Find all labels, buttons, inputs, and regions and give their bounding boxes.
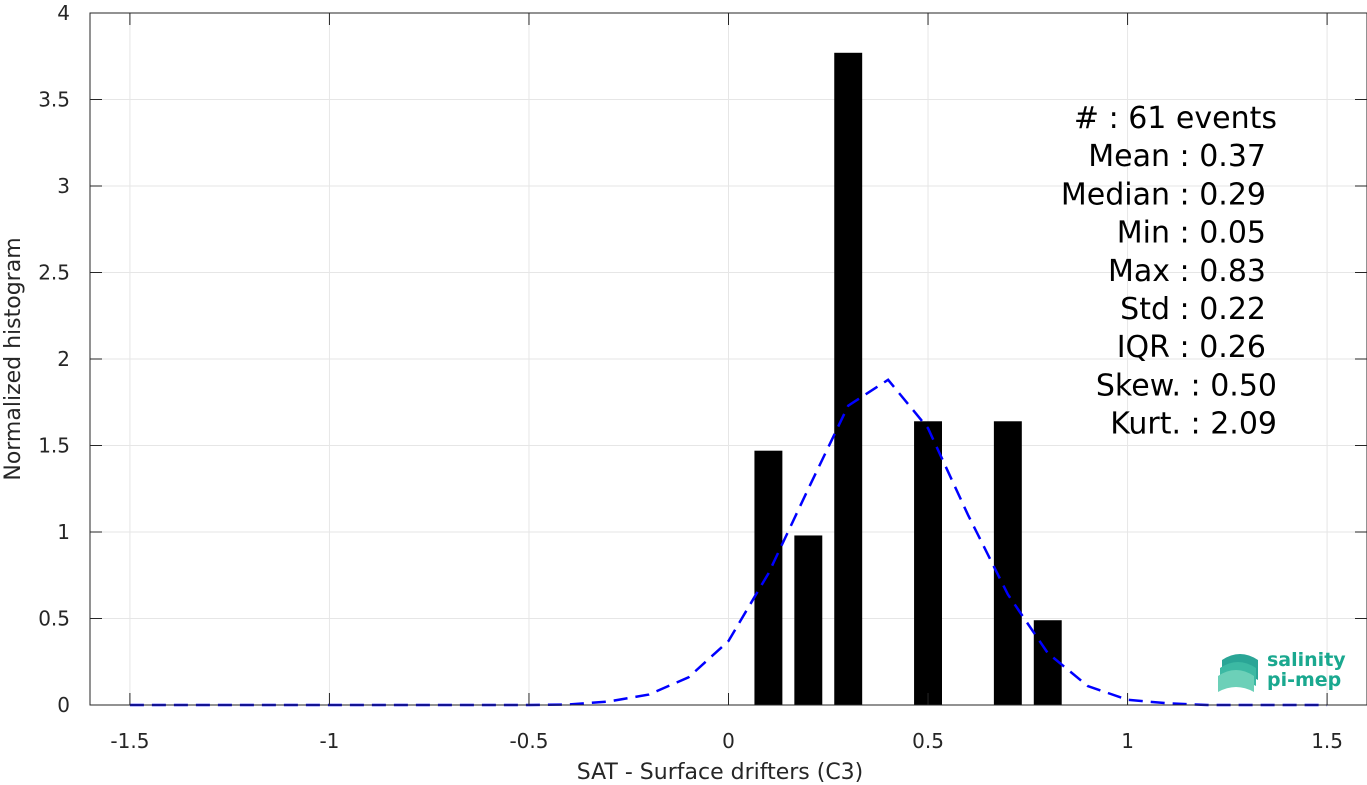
stat-line-8: Kurt. : 2.09 <box>1110 407 1277 442</box>
y-tick-label-3: 1.5 <box>38 434 70 458</box>
x-tick-label-0: -1.5 <box>110 729 149 753</box>
stat-line-0: # : 61 events <box>1074 101 1277 136</box>
y-tick-label-6: 3 <box>57 174 70 198</box>
x-tick-label-1: -1 <box>319 729 339 753</box>
y-tick-labels: 0 0.5 1 1.5 2 2.5 3 3.5 4 <box>38 1 70 717</box>
y-tick-label-1: 0.5 <box>38 607 70 631</box>
y-tick-label-0: 0 <box>57 693 70 717</box>
grid <box>90 12 1367 706</box>
stat-line-5: Std : 0.22 <box>1120 292 1266 327</box>
x-tick-labels: -1.5 -1 -0.5 0 0.5 1 1.5 <box>110 729 1343 753</box>
histogram-bar-1 <box>794 535 823 705</box>
y-tick-label-7: 3.5 <box>38 88 70 112</box>
x-tick-label-4: 0.5 <box>912 729 944 753</box>
axis-ticks <box>90 12 1367 706</box>
x-tick-label-2: -0.5 <box>509 729 548 753</box>
logo-line2: pi-mep <box>1267 669 1341 691</box>
histogram-bar-2 <box>834 52 863 706</box>
stat-line-4: Max : 0.83 <box>1108 254 1266 289</box>
stat-line-2: Median : 0.29 <box>1061 177 1266 212</box>
x-tick-label-3: 0 <box>722 729 735 753</box>
x-tick-label-5: 1 <box>1121 729 1134 753</box>
histogram-bar-0 <box>754 450 783 705</box>
stat-line-6: IQR : 0.26 <box>1117 330 1266 365</box>
histogram-bar-5 <box>1033 620 1062 705</box>
x-axis-label: SAT - Surface drifters (C3) <box>577 760 864 785</box>
wave-stack-icon <box>1218 654 1258 692</box>
x-tick-label-6: 1.5 <box>1311 729 1343 753</box>
y-tick-label-2: 1 <box>57 520 70 544</box>
y-tick-label-5: 2.5 <box>38 261 70 285</box>
stat-line-1: Mean : 0.37 <box>1088 139 1266 174</box>
logo-line1: salinity <box>1267 649 1346 671</box>
y-axis-label: Normalized histogram <box>1 237 26 480</box>
salinity-pi-mep-logo: salinity pi-mep <box>1218 649 1346 692</box>
y-tick-label-8: 4 <box>57 1 70 25</box>
stat-line-7: Skew. : 0.50 <box>1096 368 1277 403</box>
y-tick-label-4: 2 <box>57 347 70 371</box>
stat-line-3: Min : 0.05 <box>1117 216 1266 251</box>
histogram-bar-4 <box>993 421 1022 705</box>
histogram-bars <box>754 52 1062 706</box>
histogram-bar-3 <box>914 421 942 705</box>
